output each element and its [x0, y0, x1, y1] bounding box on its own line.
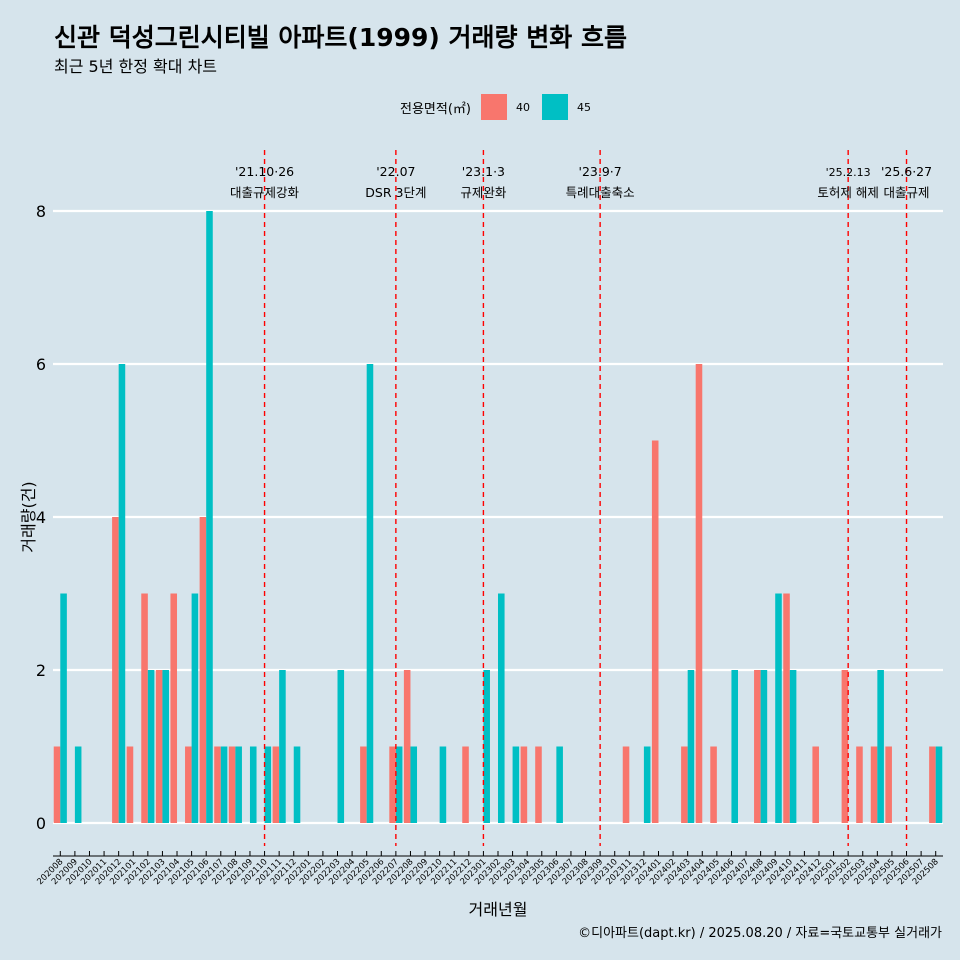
event-label: 대출규제 — [884, 185, 930, 200]
legend-key-45 — [541, 94, 568, 120]
bar-45-202009 — [74, 746, 82, 823]
bar-40-202104 — [170, 593, 178, 823]
bar-45-202106 — [206, 211, 213, 823]
bar-40-202508 — [929, 746, 936, 823]
event-label: 규제완화 — [460, 185, 507, 200]
event-date: '25.2.13 — [826, 166, 871, 179]
bar-40-202503 — [856, 746, 863, 823]
bar-45-202110 — [264, 746, 272, 823]
bar-40-202106 — [199, 517, 207, 823]
legend-label-40: 40 — [515, 100, 530, 114]
legend-title: 전용면적(㎡) — [400, 101, 471, 117]
bar-40-202403 — [681, 746, 688, 823]
bar-45-202301 — [483, 670, 490, 823]
bar-40-202008 — [53, 746, 61, 823]
bar-40-202012 — [112, 517, 119, 823]
bar-40-202311 — [622, 746, 630, 823]
bar-40-202101 — [126, 746, 134, 823]
bar-45-202410 — [789, 670, 797, 823]
bar-40-202108 — [228, 746, 236, 823]
bar-45-202109 — [249, 746, 257, 823]
y-tick-label: 0 — [36, 814, 46, 833]
chart-title: 신관 덕성그린시티빌 아파트(1999) 거래량 변화 흐름 — [54, 23, 627, 52]
bar-45-202302 — [498, 593, 505, 823]
bar-40-202102 — [141, 593, 148, 823]
event-date: '21.10·26 — [235, 164, 294, 179]
y-tick-label: 8 — [36, 202, 46, 221]
bar-45-202508 — [935, 746, 943, 823]
bar-45-202504 — [877, 670, 884, 823]
caption: ©디아파트(dapt.kr) / 2025.08.20 / 자료=국토교통부 실… — [578, 926, 942, 941]
bar-45-202403 — [687, 670, 695, 823]
bar-45-202105 — [191, 593, 199, 823]
event-date: '22.07 — [376, 164, 415, 179]
bar-40-202502 — [841, 670, 849, 823]
event-annotations: '21.10·26 대출규제강화 '22.07 DSR 3단계 '23.1·3 규제완화 '… — [230, 164, 932, 200]
bar-45-202107 — [220, 746, 228, 823]
bar-40-202207 — [389, 746, 396, 823]
bar-45-202103 — [162, 670, 169, 823]
event-lines — [263, 150, 908, 846]
bar-45-202303 — [512, 746, 520, 823]
bar-45-202210 — [439, 746, 447, 823]
bar-40-202107 — [214, 746, 221, 823]
bar-45-202112 — [293, 746, 301, 823]
bar-40-202505 — [885, 746, 892, 823]
event-label: 특례대출축소 — [566, 185, 635, 200]
bar-45-202008 — [60, 593, 67, 823]
bar-45-202111 — [279, 670, 286, 823]
event-label: 대출규제강화 — [230, 185, 300, 200]
event-date: '25.6·27 — [881, 164, 932, 179]
bar-40-202410 — [783, 593, 790, 823]
bars — [53, 211, 943, 823]
bar-40-202404 — [695, 364, 703, 823]
bar-45-202208 — [410, 746, 418, 823]
bar-40-202304 — [520, 746, 528, 823]
bar-40-202412 — [812, 746, 819, 823]
legend-key-40 — [480, 94, 507, 120]
bar-45-202312 — [643, 746, 651, 823]
bar-45-202409 — [775, 593, 782, 823]
bar-40-202111 — [272, 746, 280, 823]
bar-40-202405 — [710, 746, 717, 823]
x-axis-label: 거래년월 — [469, 900, 528, 919]
bar-45-202102 — [147, 670, 155, 823]
bar-45-202203 — [337, 670, 345, 823]
bar-45-202012 — [118, 364, 126, 823]
y-tick-label: 6 — [36, 355, 46, 374]
bar-40-202205 — [360, 746, 367, 823]
bar-40-202105 — [185, 746, 192, 823]
bar-40-202305 — [535, 746, 542, 823]
event-date: '23.1·3 — [462, 164, 505, 179]
event-label: DSR 3단계 — [365, 185, 426, 200]
bar-40-202208 — [403, 670, 411, 823]
y-axis-label: 거래량(건) — [19, 481, 38, 552]
bar-40-202103 — [155, 670, 163, 823]
chart-subtitle: 최근 5년 한정 확대 차트 — [54, 57, 218, 76]
bar-40-202408 — [754, 670, 761, 823]
bar-45-202306 — [556, 746, 563, 823]
y-tick-label: 4 — [36, 508, 46, 527]
legend: 전용면적(㎡) 40 45 — [400, 93, 603, 121]
bar-45-202205 — [366, 364, 374, 823]
bar-40-202212 — [462, 746, 469, 823]
bar-40-202401 — [651, 440, 659, 823]
event-date: '23.9·7 — [579, 164, 622, 179]
bar-45-202408 — [760, 670, 768, 823]
bar-45-202207 — [395, 746, 403, 823]
x-axis: 2020082020092020102020112020122021012021… — [35, 851, 943, 887]
y-tick-label: 2 — [36, 661, 46, 680]
y-axis: 0 2 4 6 8 — [36, 202, 46, 833]
bar-40-202504 — [870, 746, 878, 823]
legend-label-45: 45 — [576, 100, 591, 114]
bar-45-202108 — [235, 746, 242, 823]
event-label: 토허제 해제 — [817, 185, 878, 200]
bar-45-202406 — [731, 670, 739, 823]
